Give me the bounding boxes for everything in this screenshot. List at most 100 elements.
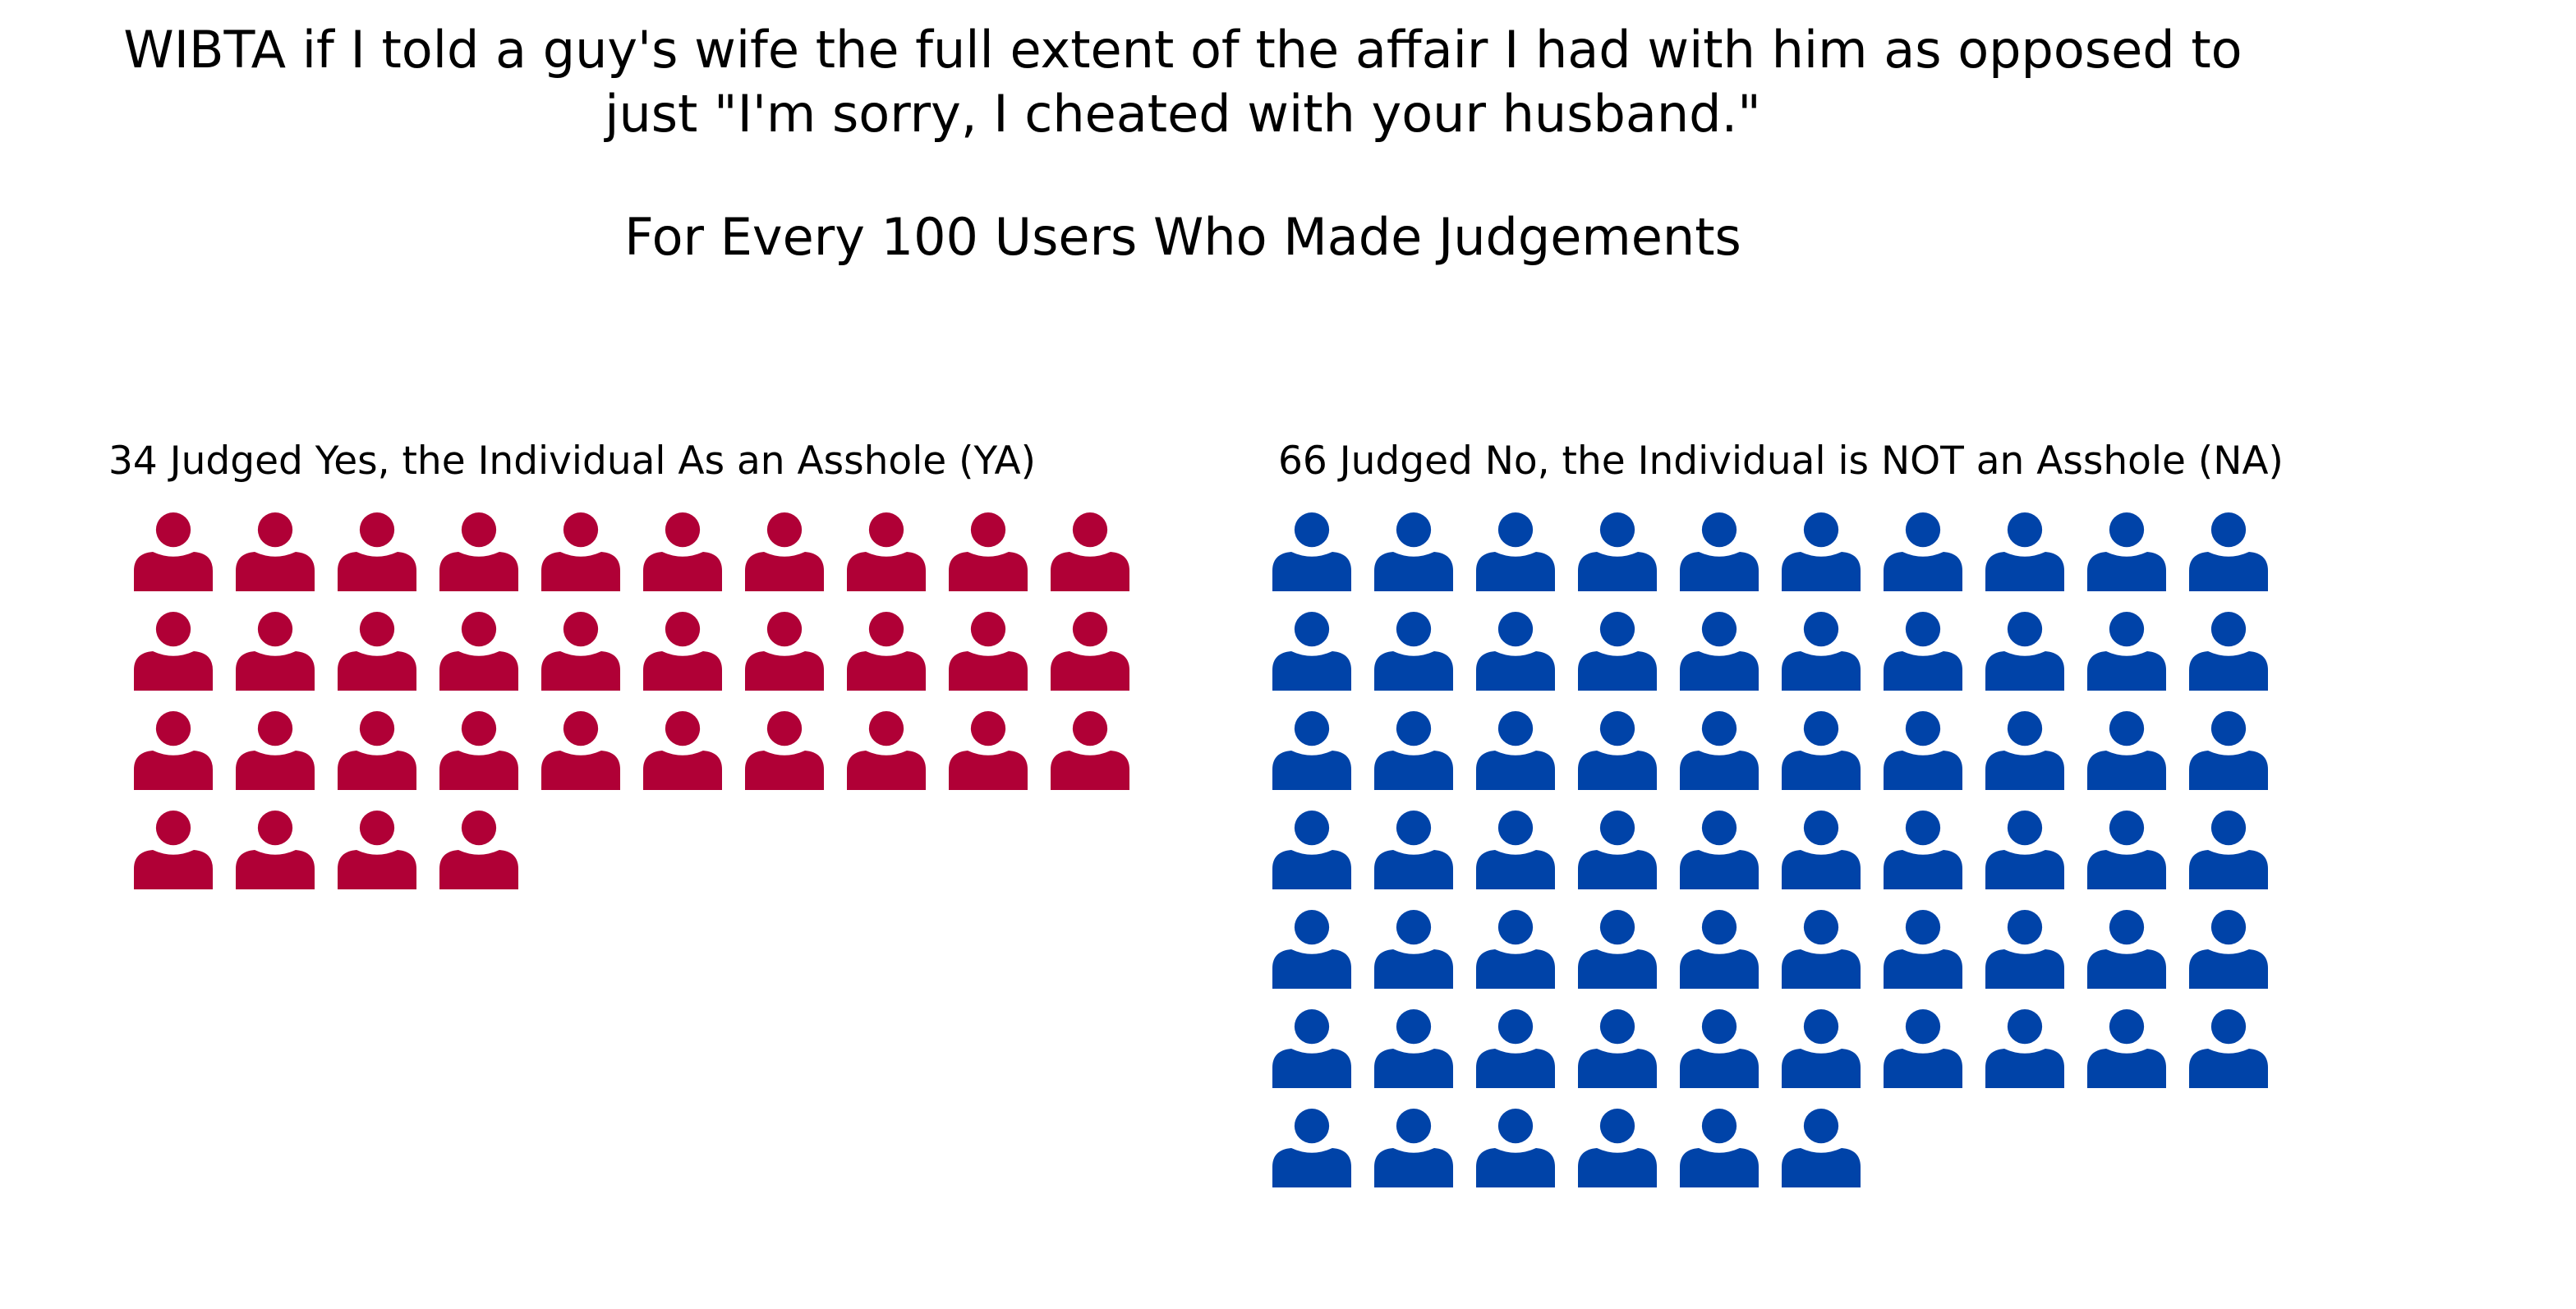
na-person-icon [1272, 1009, 1351, 1088]
na-person-icon [2087, 1009, 2166, 1088]
chart-subtitle: For Every 100 Users Who Made Judgements [624, 207, 1741, 267]
na-person-icon [1374, 512, 1453, 591]
na-person-icon [2087, 811, 2166, 889]
ya-person-icon [236, 512, 315, 591]
ya-person-icon [745, 512, 824, 591]
na-person-icon [1578, 811, 1657, 889]
na-person-icon [1476, 711, 1555, 790]
na-person-icon [1884, 711, 1962, 790]
ya-person-icon [847, 711, 926, 790]
na-person-icon [1680, 1009, 1759, 1088]
na-person-icon [1680, 811, 1759, 889]
na-person-icon [1985, 612, 2064, 691]
ya-person-icon [541, 512, 620, 591]
na-person-icon [1985, 910, 2064, 989]
na-person-icon [1578, 1109, 1657, 1187]
na-person-icon [1578, 512, 1657, 591]
na-person-icon [2189, 512, 2268, 591]
na-person-icon [1782, 910, 1861, 989]
na-person-icon [1884, 512, 1962, 591]
ya-person-icon [1051, 711, 1129, 790]
na-person-icon [1884, 811, 1962, 889]
na-person-icon [2189, 711, 2268, 790]
na-person-icon [1680, 910, 1759, 989]
na-person-icon [1374, 910, 1453, 989]
na-person-icon [1578, 910, 1657, 989]
na-person-icon [1476, 1109, 1555, 1187]
na-person-icon [1985, 811, 2064, 889]
ya-person-icon [1051, 612, 1129, 691]
na-person-icon [1476, 910, 1555, 989]
na-person-icon [1782, 811, 1861, 889]
ya-person-icon [236, 711, 315, 790]
ya-person-icon [1051, 512, 1129, 591]
ya-person-icon [847, 612, 926, 691]
na-person-icon [1985, 1009, 2064, 1088]
na-person-icon [1782, 512, 1861, 591]
ya-person-icon [949, 711, 1028, 790]
na-person-icon [1884, 612, 1962, 691]
ya-person-icon [439, 811, 518, 889]
na-icon-grid [1272, 512, 2268, 1187]
na-person-icon [2189, 910, 2268, 989]
ya-person-icon [949, 512, 1028, 591]
na-person-icon [1884, 1009, 1962, 1088]
ya-person-icon [439, 711, 518, 790]
ya-person-icon [338, 811, 416, 889]
ya-person-icon [236, 811, 315, 889]
ya-person-icon [745, 711, 824, 790]
na-person-icon [1272, 811, 1351, 889]
na-person-icon [1782, 1109, 1861, 1187]
ya-person-icon [643, 612, 722, 691]
na-person-icon [1782, 612, 1861, 691]
na-person-icon [1578, 1009, 1657, 1088]
ya-person-icon [338, 512, 416, 591]
na-person-icon [1985, 512, 2064, 591]
na-person-icon [2087, 512, 2166, 591]
na-person-icon [1374, 1109, 1453, 1187]
ya-person-icon [745, 612, 824, 691]
ya-person-icon [338, 711, 416, 790]
ya-person-icon [541, 711, 620, 790]
ya-person-icon [134, 512, 213, 591]
na-person-icon [1476, 612, 1555, 691]
ya-person-icon [643, 711, 722, 790]
na-person-icon [1680, 1109, 1759, 1187]
na-person-icon [1272, 612, 1351, 691]
ya-person-icon [134, 711, 213, 790]
na-person-icon [1374, 612, 1453, 691]
na-person-icon [2087, 711, 2166, 790]
ya-person-icon [541, 612, 620, 691]
na-person-icon [2087, 910, 2166, 989]
chart-title-line-1: WIBTA if I told a guy's wife the full ex… [123, 20, 2242, 80]
na-person-icon [2189, 811, 2268, 889]
na-person-icon [2189, 1009, 2268, 1088]
ya-person-icon [134, 612, 213, 691]
na-person-icon [1680, 512, 1759, 591]
na-person-icon [1578, 711, 1657, 790]
na-person-icon [1272, 711, 1351, 790]
na-person-icon [1476, 811, 1555, 889]
ya-person-icon [643, 512, 722, 591]
na-person-icon [1272, 1109, 1351, 1187]
na-person-icon [1782, 711, 1861, 790]
na-person-icon [1272, 910, 1351, 989]
na-person-icon [1272, 512, 1351, 591]
ya-person-icon [236, 612, 315, 691]
ya-person-icon [338, 612, 416, 691]
na-person-icon [2087, 612, 2166, 691]
na-person-icon [1374, 1009, 1453, 1088]
ya-person-icon [847, 512, 926, 591]
na-person-icon [2189, 612, 2268, 691]
ya-person-icon [439, 612, 518, 691]
na-person-icon [1782, 1009, 1861, 1088]
ya-icon-grid [134, 512, 1129, 889]
ya-person-icon [134, 811, 213, 889]
na-person-icon [1578, 612, 1657, 691]
ya-panel-label: 34 Judged Yes, the Individual As an Assh… [108, 439, 1036, 484]
chart-title-line-2: just "I'm sorry, I cheated with your hus… [605, 84, 1761, 144]
na-person-icon [1884, 910, 1962, 989]
na-panel-label: 66 Judged No, the Individual is NOT an A… [1278, 439, 2284, 484]
na-person-icon [1374, 811, 1453, 889]
